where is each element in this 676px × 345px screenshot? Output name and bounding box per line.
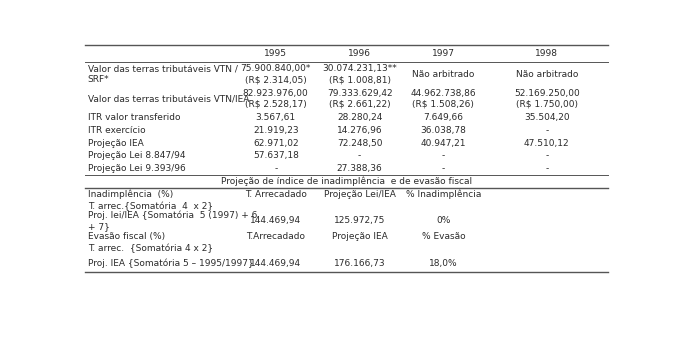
Text: Não arbitrado: Não arbitrado [516,70,578,79]
Text: 18,0%: 18,0% [429,259,458,268]
Text: 21.919,23: 21.919,23 [253,126,299,135]
Text: 7.649,66: 7.649,66 [423,113,463,122]
Text: -: - [274,164,277,173]
Text: 3.567,61: 3.567,61 [256,113,296,122]
Text: T. arrec.  {Somatória 4 x 2}: T. arrec. {Somatória 4 x 2} [88,244,213,253]
Text: 1995: 1995 [264,49,287,58]
Text: % Inadimplência: % Inadimplência [406,189,481,199]
Text: Projeção de índice de inadimplência  e de evasão fiscal: Projeção de índice de inadimplência e de… [221,177,472,186]
Text: 57.637,18: 57.637,18 [253,151,299,160]
Text: Projeção IEA: Projeção IEA [88,139,143,148]
Text: 79.333.629,42
(R$ 2.661,22): 79.333.629,42 (R$ 2.661,22) [327,89,392,109]
Text: 0%: 0% [436,216,451,226]
Text: Valor das terras tributáveis VTN /
SRF*: Valor das terras tributáveis VTN / SRF* [88,64,237,84]
Text: 40.947,21: 40.947,21 [420,139,466,148]
Text: ITR valor transferido: ITR valor transferido [88,113,180,122]
Text: Projeção IEA: Projeção IEA [332,232,387,241]
Text: 1998: 1998 [535,49,558,58]
Text: 52.169.250,00
(R$ 1.750,00): 52.169.250,00 (R$ 1.750,00) [514,89,580,109]
Text: 125.972,75: 125.972,75 [334,216,385,226]
Text: 82.923.976,00
(R$ 2.528,17): 82.923.976,00 (R$ 2.528,17) [243,89,309,109]
Text: 47.510,12: 47.510,12 [524,139,570,148]
Text: 14.276,96: 14.276,96 [337,126,383,135]
Text: Proj. lei/IEA {Somatória  5 (1997) + 6
+ 7}: Proj. lei/IEA {Somatória 5 (1997) + 6 + … [88,211,257,231]
Text: 62.971,02: 62.971,02 [253,139,299,148]
Text: 75.900.840,00*
(R$ 2.314,05): 75.900.840,00* (R$ 2.314,05) [241,64,311,84]
Text: -: - [441,164,445,173]
Text: Valor das terras tributáveis VTN/IEA: Valor das terras tributáveis VTN/IEA [88,95,249,103]
Text: 30.074.231,13**
(R$ 1.008,81): 30.074.231,13** (R$ 1.008,81) [322,64,397,84]
Text: 28.280,24: 28.280,24 [337,113,382,122]
Text: 1996: 1996 [348,49,371,58]
Text: 1997: 1997 [432,49,455,58]
Text: 44.962.738,86
(R$ 1.508,26): 44.962.738,86 (R$ 1.508,26) [410,89,476,109]
Text: -: - [546,164,548,173]
Text: % Evasão: % Evasão [422,232,465,241]
Text: T. Arrecadado: T. Arrecadado [245,190,307,199]
Text: -: - [546,126,548,135]
Text: Projeção Lei 8.847/94: Projeção Lei 8.847/94 [88,151,185,160]
Text: Projeção Lei 9.393/96: Projeção Lei 9.393/96 [88,164,185,173]
Text: 35.504,20: 35.504,20 [524,113,570,122]
Text: 144.469,94: 144.469,94 [250,259,301,268]
Text: Não arbitrado: Não arbitrado [412,70,475,79]
Text: -: - [441,151,445,160]
Text: 36.038,78: 36.038,78 [420,126,466,135]
Text: Evasão fiscal (%): Evasão fiscal (%) [88,232,165,241]
Text: 72.248,50: 72.248,50 [337,139,383,148]
Text: -: - [546,151,548,160]
Text: -: - [358,151,361,160]
Text: T. arrec.{Somatória  4  x 2}: T. arrec.{Somatória 4 x 2} [88,201,213,211]
Text: Proj. IEA {Somatória 5 – 1995/1997}: Proj. IEA {Somatória 5 – 1995/1997} [88,258,254,268]
Text: Projeção Lei/IEA: Projeção Lei/IEA [324,190,395,199]
Text: ITR exercício: ITR exercício [88,126,145,135]
Text: Inadimplência  (%): Inadimplência (%) [88,189,173,199]
Text: 27.388,36: 27.388,36 [337,164,383,173]
Text: 144.469,94: 144.469,94 [250,216,301,226]
Text: T.Arrecadado: T.Arrecadado [246,232,306,241]
Text: 176.166,73: 176.166,73 [334,259,385,268]
